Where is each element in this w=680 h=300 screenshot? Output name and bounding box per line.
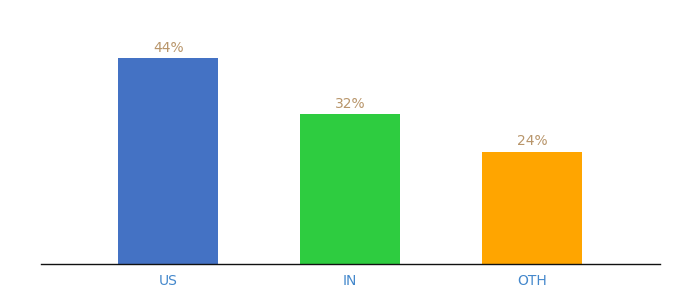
Bar	[118, 58, 218, 264]
Bar	[300, 115, 401, 264]
Text: 32%: 32%	[335, 97, 366, 111]
Text: 44%: 44%	[153, 40, 184, 55]
Bar	[482, 152, 582, 264]
Text: 24%: 24%	[517, 134, 547, 148]
